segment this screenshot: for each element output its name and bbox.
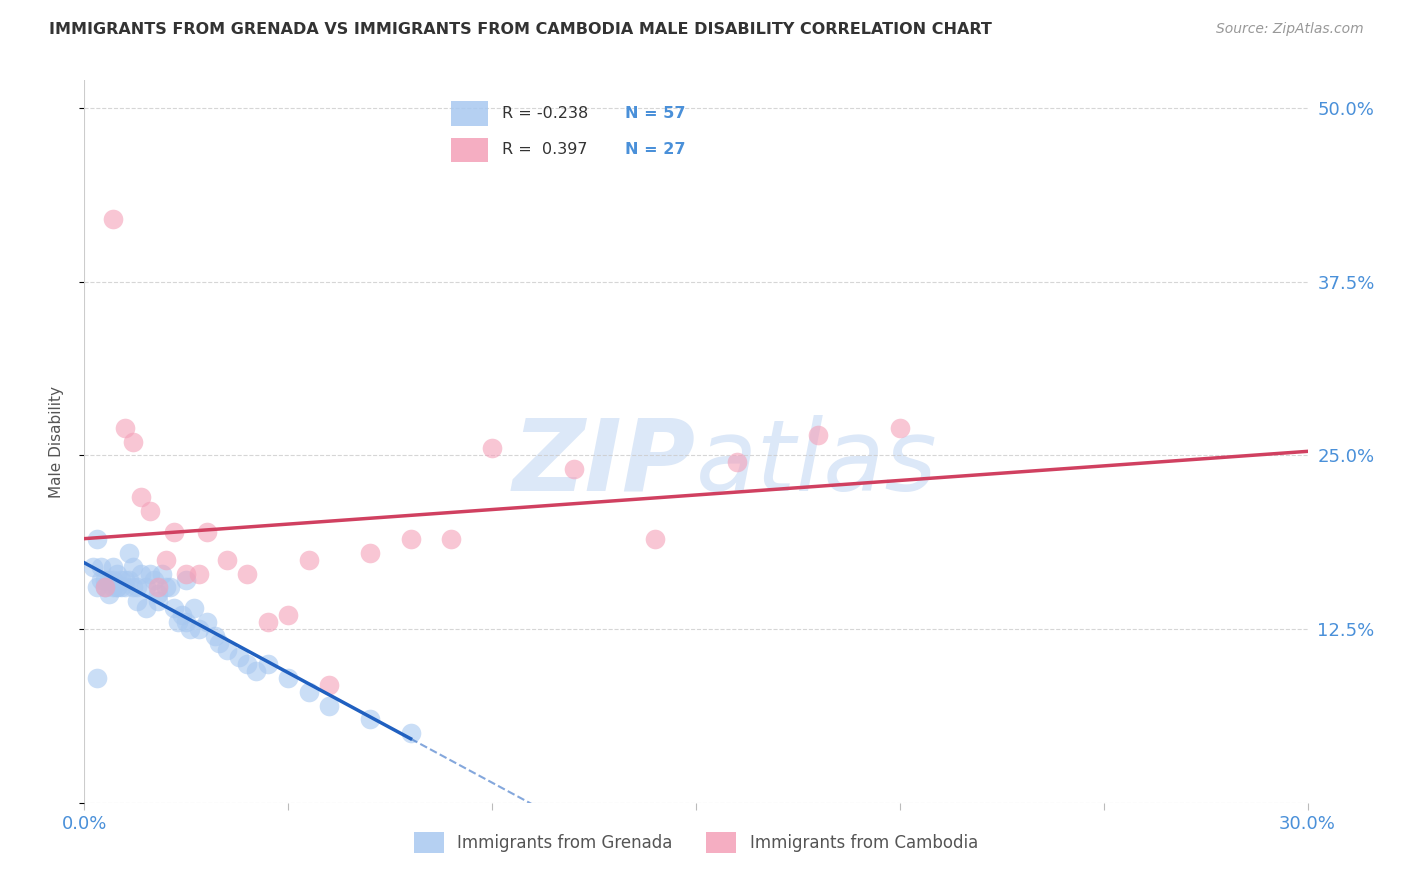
Point	[217, 643, 239, 657]
Point	[114, 420, 136, 434]
Legend: Immigrants from Grenada, Immigrants from Cambodia: Immigrants from Grenada, Immigrants from…	[408, 826, 984, 860]
Point	[174, 574, 197, 588]
Point	[110, 574, 132, 588]
Point	[174, 615, 197, 630]
Point	[298, 552, 321, 566]
Point	[179, 622, 201, 636]
Point	[208, 636, 231, 650]
Point	[86, 532, 108, 546]
Point	[187, 566, 209, 581]
Point	[562, 462, 585, 476]
Point	[195, 524, 218, 539]
Point	[481, 442, 503, 456]
Point	[440, 532, 463, 546]
Point	[889, 420, 911, 434]
Point	[138, 566, 160, 581]
Point	[86, 581, 108, 595]
Point	[122, 559, 145, 574]
Point	[155, 581, 177, 595]
Point	[138, 504, 160, 518]
Point	[110, 581, 132, 595]
Point	[174, 566, 197, 581]
Point	[93, 581, 115, 595]
Point	[101, 559, 124, 574]
Point	[217, 552, 239, 566]
Point	[101, 581, 124, 595]
Point	[101, 574, 124, 588]
Point	[807, 427, 830, 442]
Point	[90, 559, 112, 574]
Point	[159, 581, 181, 595]
Point	[90, 574, 112, 588]
Point	[142, 574, 165, 588]
Point	[127, 581, 149, 595]
Point	[204, 629, 226, 643]
Point	[86, 671, 108, 685]
Point	[298, 684, 321, 698]
Point	[318, 698, 340, 713]
Text: N = 57: N = 57	[624, 106, 685, 121]
Point	[127, 594, 149, 608]
Text: IMMIGRANTS FROM GRENADA VS IMMIGRANTS FROM CAMBODIA MALE DISABILITY CORRELATION : IMMIGRANTS FROM GRENADA VS IMMIGRANTS FR…	[49, 22, 993, 37]
Point	[122, 581, 145, 595]
Point	[644, 532, 666, 546]
Bar	[451, 101, 488, 126]
Point	[97, 587, 120, 601]
Point	[93, 581, 115, 595]
Y-axis label: Male Disability: Male Disability	[49, 385, 63, 498]
Point	[131, 566, 153, 581]
Point	[146, 581, 169, 595]
Point	[150, 566, 173, 581]
Point	[228, 649, 250, 664]
Point	[97, 574, 120, 588]
Point	[114, 574, 136, 588]
Point	[236, 566, 259, 581]
Bar	[451, 137, 488, 161]
Point	[245, 664, 267, 678]
Point	[183, 601, 205, 615]
Point	[105, 566, 128, 581]
Point	[135, 601, 157, 615]
Point	[318, 678, 340, 692]
Point	[118, 574, 141, 588]
Point	[122, 434, 145, 449]
Text: Source: ZipAtlas.com: Source: ZipAtlas.com	[1216, 22, 1364, 37]
Point	[172, 608, 194, 623]
Text: ZIP: ZIP	[513, 415, 696, 512]
Point	[277, 671, 299, 685]
Point	[167, 615, 190, 630]
Point	[82, 559, 104, 574]
Point	[93, 574, 115, 588]
Point	[277, 608, 299, 623]
Point	[359, 546, 381, 560]
Point	[187, 622, 209, 636]
Point	[135, 581, 157, 595]
Point	[236, 657, 259, 671]
Text: N = 27: N = 27	[624, 142, 685, 157]
Point	[359, 713, 381, 727]
Point	[118, 546, 141, 560]
Point	[105, 581, 128, 595]
Point	[146, 587, 169, 601]
Text: atlas: atlas	[696, 415, 938, 512]
Text: R =  0.397: R = 0.397	[502, 142, 588, 157]
Point	[155, 552, 177, 566]
Point	[163, 524, 186, 539]
Point	[101, 212, 124, 227]
Point	[725, 455, 748, 469]
Point	[114, 581, 136, 595]
Point	[399, 726, 422, 740]
Point	[257, 657, 280, 671]
Text: R = -0.238: R = -0.238	[502, 106, 588, 121]
Point	[131, 490, 153, 504]
Point	[146, 594, 169, 608]
Point	[257, 615, 280, 630]
Point	[399, 532, 422, 546]
Point	[195, 615, 218, 630]
Point	[163, 601, 186, 615]
Point	[105, 581, 128, 595]
